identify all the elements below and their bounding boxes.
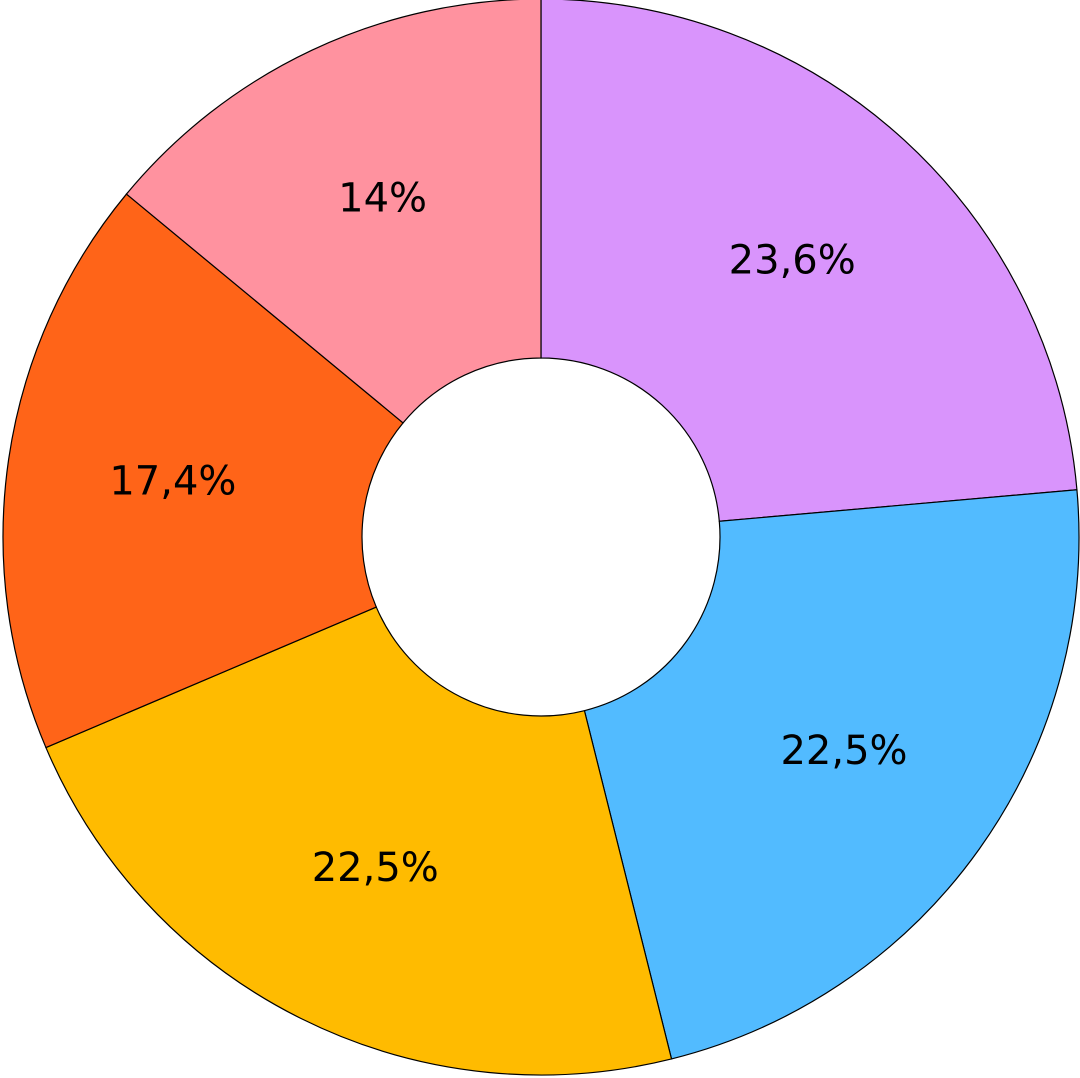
donut-slice <box>45 606 673 1076</box>
data-label: 22,5% <box>312 845 439 891</box>
donut-slice <box>2 193 404 749</box>
data-label: 22,5% <box>780 728 907 774</box>
data-label: 17,4% <box>109 458 236 504</box>
data-label: 14% <box>338 175 427 221</box>
donut-slice <box>125 0 542 424</box>
data-label: 23,6% <box>729 238 856 284</box>
donut-slice <box>583 489 1080 1060</box>
donut-slice <box>540 0 1078 522</box>
